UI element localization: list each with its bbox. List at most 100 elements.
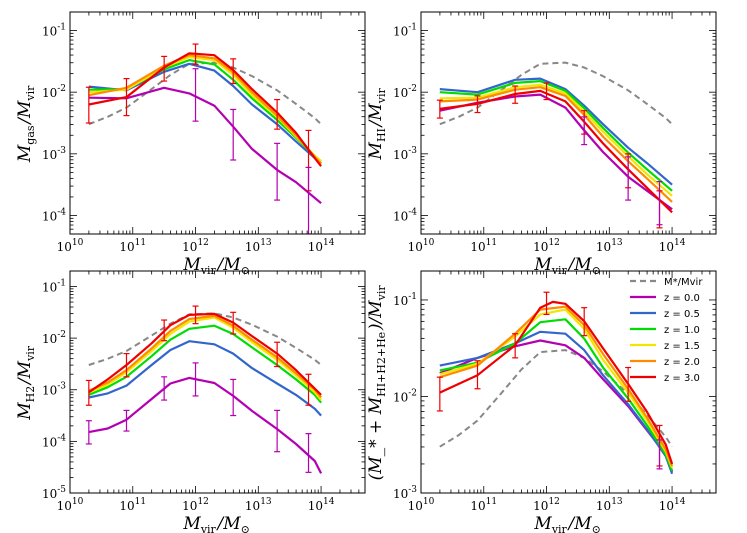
y-tick-label: 10-2 <box>42 84 66 100</box>
x-tick-label: 1011 <box>119 238 146 254</box>
x-tick-label: 1013 <box>245 238 272 254</box>
error-bar <box>305 166 312 234</box>
panel-gas: 1010 1011 1012 1013 101410-410-310-210-1Mvir… <box>15 11 366 277</box>
data-area <box>436 61 673 229</box>
x-tick-label: 1010 <box>408 238 435 254</box>
error-bar <box>305 433 312 473</box>
x-tick-label: 1014 <box>659 497 686 513</box>
series-line-z-0.0 <box>88 376 323 474</box>
error-bar <box>192 43 199 66</box>
y-tick-label: 10-1 <box>42 278 66 294</box>
series-line-z-0.5 <box>439 77 673 186</box>
panel-h2: 1010 1011 1012 1013 1014 10-5 10-4 10-3 10-2 10-1… <box>15 270 366 533</box>
x-tick-label: 1011 <box>470 497 497 513</box>
y-tick-label: 10-3 <box>393 485 417 501</box>
error-bar <box>543 82 550 101</box>
axes-frame <box>69 11 366 235</box>
error-bar <box>474 95 481 114</box>
series-line-z-1.0 <box>439 79 673 192</box>
x-tick-label: 1013 <box>596 238 623 254</box>
series-line-z-3.0 <box>439 300 674 465</box>
data-area <box>85 305 323 474</box>
x-tick-label: 1013 <box>596 497 623 513</box>
error-bar <box>581 307 588 337</box>
error-bar <box>305 373 312 406</box>
error-bar <box>512 333 519 359</box>
y-tick-label: 10-4 <box>42 208 66 224</box>
error-bar <box>123 77 130 117</box>
y-tick-label: 10-1 <box>42 23 66 39</box>
error-bar <box>85 86 92 124</box>
error-bar <box>230 311 237 335</box>
error-bar <box>230 58 237 85</box>
y-tick-label: 10-1 <box>393 23 417 39</box>
legend-label: z = 0.5 <box>664 309 700 320</box>
y-tick-label: 10-4 <box>393 208 417 224</box>
ticks <box>69 12 366 234</box>
y-tick-label: 10-4 <box>42 433 66 449</box>
legend-label: z = 1.5 <box>664 341 700 352</box>
x-tick-label: 1012 <box>533 238 560 254</box>
error-bar <box>656 439 663 470</box>
error-bar <box>625 366 632 402</box>
error-bar <box>274 142 281 201</box>
error-bar <box>123 353 130 378</box>
series-line-z-3.0 <box>439 89 673 214</box>
error-bar <box>85 420 92 445</box>
series-line-m-mvir <box>439 349 673 448</box>
error-bar <box>436 99 443 119</box>
series-line-z-2.0 <box>439 86 673 203</box>
y-tick-label: 10-1 <box>393 292 417 308</box>
error-bar <box>123 409 130 432</box>
axes-frame <box>69 270 366 494</box>
panel-hi: 1010 1011 1012 1013 101410-410-310-210-1Mvir… <box>366 11 717 277</box>
error-bar <box>512 85 519 104</box>
series-line-z-2.0 <box>88 314 322 399</box>
error-bar <box>192 305 199 325</box>
data-area <box>85 43 322 234</box>
error-bar <box>161 319 168 342</box>
panel-total: 1010 1011 1012 1013 1014 10-3 10-2 10-1 Mvir /M⊙… <box>366 270 717 533</box>
x-tick-label: 1014 <box>659 238 686 254</box>
y-tick-label: 10-3 <box>42 382 66 398</box>
error-bar <box>230 378 237 417</box>
legend-label: z = 0.0 <box>664 293 700 304</box>
ticks <box>420 12 717 234</box>
y-axis-label: MHI /Mvir <box>366 87 388 161</box>
error-bar <box>192 362 199 397</box>
error-bar <box>161 376 168 401</box>
series-line-z-0.0 <box>439 93 673 211</box>
y-axis-label: MH2 /Mvir <box>15 344 37 421</box>
series-line-z-0.5 <box>88 340 322 417</box>
x-tick-label: 1012 <box>182 238 209 254</box>
ticks <box>420 271 717 494</box>
y-tick-label: 10-2 <box>42 330 66 346</box>
error-bar <box>85 379 92 406</box>
error-bar <box>274 409 281 453</box>
error-bar <box>274 341 281 368</box>
legend-label: z = 3.0 <box>664 373 700 384</box>
y-tick-label: 10-2 <box>393 388 417 404</box>
series-line-z-1.0 <box>88 58 322 163</box>
axes-frame <box>420 11 717 235</box>
legend-label: z = 2.0 <box>664 357 700 368</box>
error-bar <box>543 291 550 316</box>
y-tick-label: 10-3 <box>42 146 66 162</box>
series-line-z-1.0 <box>439 318 674 472</box>
x-tick-label: 1014 <box>308 238 335 254</box>
series-line-z-3.0 <box>88 52 322 167</box>
series-line-z-1.5 <box>439 83 673 197</box>
error-bar <box>436 376 443 412</box>
x-tick-label: 1010 <box>408 497 435 513</box>
x-tick-label: 1011 <box>470 238 497 254</box>
series-line-m-mvir <box>88 61 322 126</box>
axes-frame <box>420 270 717 494</box>
y-tick-label: 10-3 <box>393 146 417 162</box>
x-tick-label: 1010 <box>57 238 84 254</box>
ticks <box>69 271 366 494</box>
x-tick-label: 1011 <box>119 497 146 513</box>
error-bar <box>656 180 663 226</box>
error-bar <box>474 360 481 390</box>
series-line-z-2.0 <box>88 54 322 165</box>
